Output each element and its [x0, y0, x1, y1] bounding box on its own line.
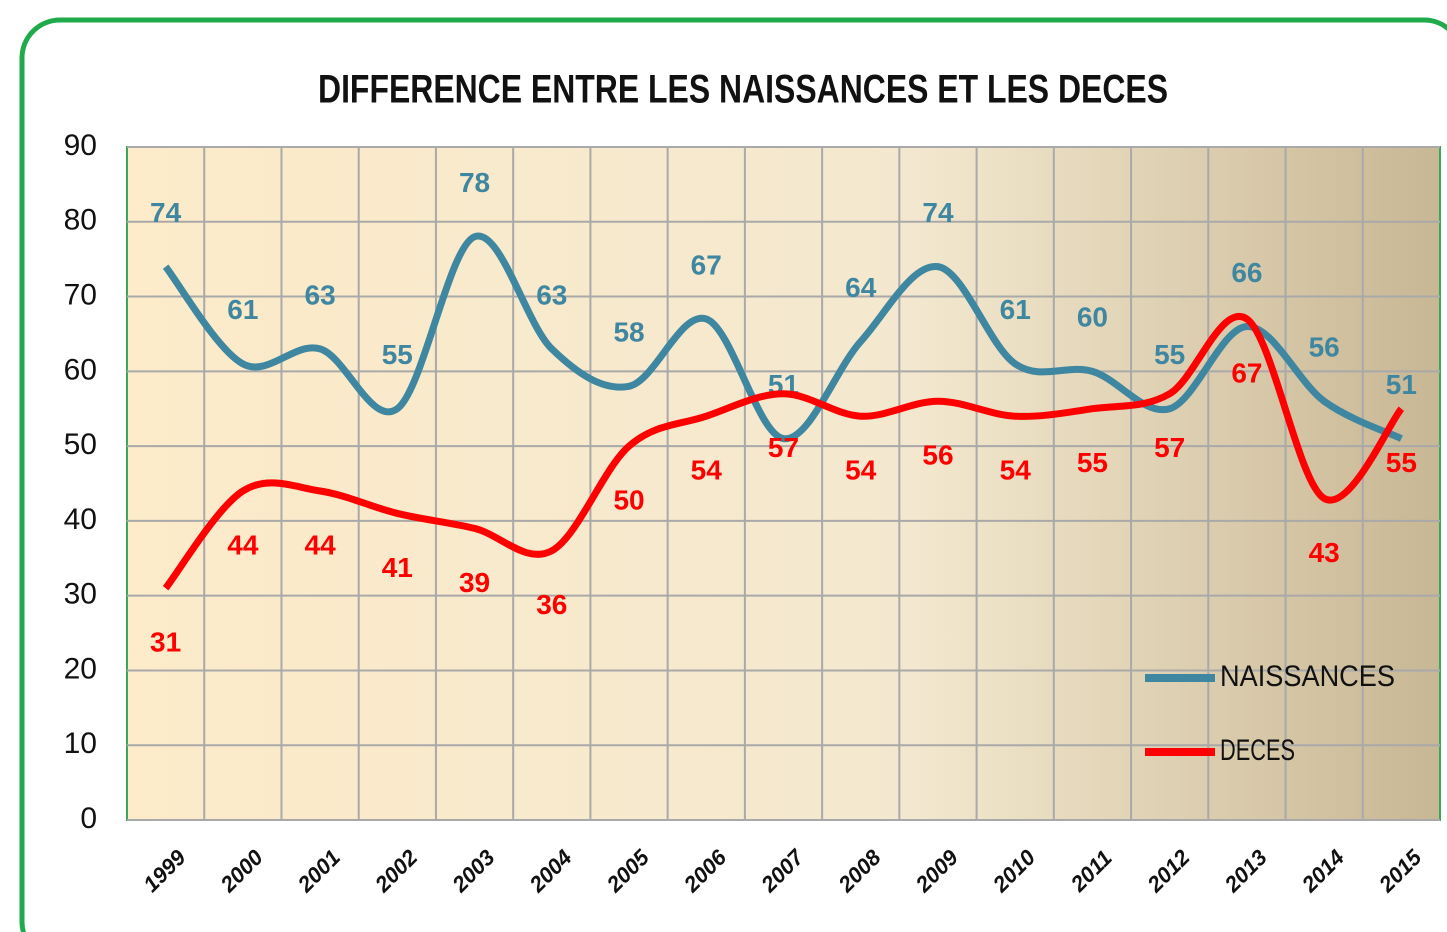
data-label: 54: [1000, 455, 1032, 486]
y-tick-label: 70: [64, 278, 97, 311]
data-label: 66: [1231, 257, 1262, 288]
data-label: 67: [691, 249, 722, 280]
data-label: 67: [1231, 357, 1262, 388]
data-label: 50: [613, 485, 644, 516]
y-tick-label: 20: [64, 652, 97, 685]
data-label: 55: [1077, 447, 1108, 478]
y-tick-label: 10: [64, 727, 97, 760]
series-line: [162, 232, 1403, 443]
data-label: 61: [1000, 294, 1031, 325]
data-label: 55: [1386, 447, 1417, 478]
chart-title: DIFFERENCE ENTRE LES NAISSANCES ET LES D…: [318, 68, 1168, 112]
plot-area: [126, 146, 1441, 821]
series-line: [162, 313, 1405, 591]
y-tick-label: 40: [64, 503, 97, 536]
data-label: 78: [459, 167, 490, 198]
data-label: 61: [227, 294, 258, 325]
data-label: 60: [1077, 302, 1108, 333]
data-label: 58: [613, 317, 644, 348]
data-label: 36: [536, 589, 567, 620]
y-tick-label: 50: [64, 428, 97, 461]
data-label: 56: [1309, 332, 1340, 363]
data-label: 56: [922, 440, 953, 471]
data-label: 63: [305, 279, 336, 310]
data-label: 64: [845, 272, 877, 303]
data-label: 41: [382, 552, 413, 583]
data-label: 51: [1386, 369, 1417, 400]
data-label: 44: [227, 529, 259, 560]
data-label: 55: [382, 339, 413, 370]
y-tick-label: 80: [64, 204, 97, 237]
data-label: 57: [768, 432, 799, 463]
legend-label: NAISSANCES: [1220, 660, 1395, 693]
data-label: 39: [459, 567, 490, 598]
data-label: 44: [305, 529, 337, 560]
y-tick-label: 90: [64, 129, 97, 162]
data-label: 74: [922, 197, 954, 228]
data-label: 55: [1154, 339, 1185, 370]
data-label: 63: [536, 279, 567, 310]
y-tick-label: 60: [64, 353, 97, 386]
y-tick-label: 30: [64, 578, 97, 611]
data-label: 31: [150, 627, 181, 658]
y-tick-label: 0: [80, 802, 97, 835]
legend-label: DECES: [1220, 734, 1295, 767]
data-label: 43: [1309, 537, 1340, 568]
data-label: 57: [1154, 432, 1185, 463]
data-label: 54: [845, 455, 877, 486]
data-label: 54: [691, 455, 723, 486]
data-label: 74: [150, 197, 182, 228]
